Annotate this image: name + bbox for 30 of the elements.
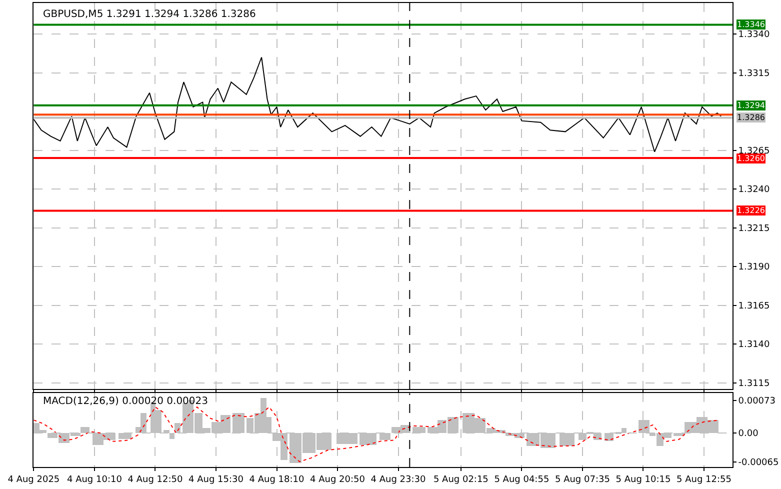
y-tick-label: 1.3240 bbox=[738, 185, 770, 196]
x-tick-label: 5 Aug 04:55 bbox=[494, 474, 550, 485]
y-tick-label: 1.3140 bbox=[738, 340, 770, 350]
text: GBPUSD,M5 1.3291 1.3294 1.3286 1.3286 bbox=[43, 9, 256, 20]
ref-line-label: 1.3226 bbox=[737, 206, 765, 215]
x-tick-label: 4 Aug 12:50 bbox=[128, 474, 183, 485]
x-tick-label: 4 Aug 18:10 bbox=[249, 474, 305, 485]
y-tick-label: 1.3340 bbox=[738, 30, 770, 40]
x-tick-label: 5 Aug 12:55 bbox=[676, 474, 732, 485]
y-tick-label: -0.00065 bbox=[738, 458, 779, 468]
x-tick-label: 4 Aug 23:30 bbox=[370, 474, 426, 485]
y-tick-label: 1.3215 bbox=[738, 224, 770, 234]
chart-title: MACD(12,26,9) 0.00020 0.00023 bbox=[43, 396, 208, 407]
y-tick-label: 1.3190 bbox=[738, 262, 770, 273]
x-tick-label: 5 Aug 10:15 bbox=[616, 474, 671, 485]
y-tick-label: 1.3315 bbox=[738, 68, 770, 79]
x-tick-label: 4 Aug 20:50 bbox=[310, 474, 366, 485]
y-tick-label: 1.3115 bbox=[738, 379, 770, 389]
x-tick-label: 4 Aug 2025 bbox=[8, 474, 60, 485]
ref-line-label: 1.3260 bbox=[737, 154, 765, 163]
y-tick-label: 1.3165 bbox=[738, 301, 770, 312]
x-tick-label: 4 Aug 10:10 bbox=[66, 474, 122, 485]
x-tick-label: 5 Aug 02:15 bbox=[433, 474, 488, 485]
y-tick-label: 0.00073 bbox=[738, 396, 776, 407]
ref-line-label: 1.3346 bbox=[737, 20, 765, 29]
y-tick-label: 0.00 bbox=[738, 429, 759, 440]
ref-line-label: 1.3294 bbox=[737, 101, 765, 110]
x-tick-label: 5 Aug 07:35 bbox=[554, 474, 610, 485]
ref-line-label: 1.3286 bbox=[737, 113, 765, 122]
x-tick-label: 4 Aug 15:30 bbox=[188, 474, 244, 485]
